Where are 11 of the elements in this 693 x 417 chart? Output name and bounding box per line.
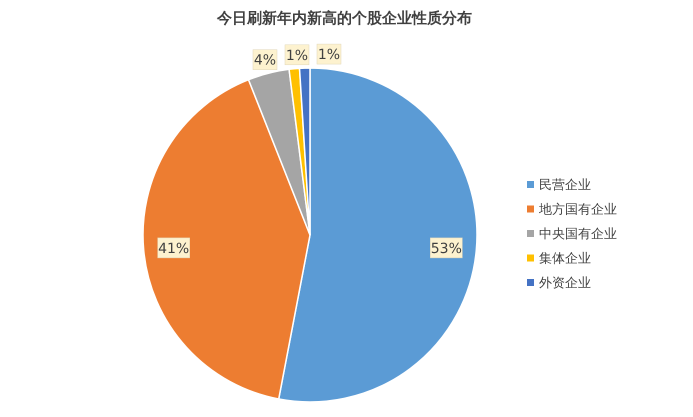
data-label: 53% (430, 240, 462, 257)
chart-title: 今日刷新年内新高的个股企业性质分布 (216, 9, 472, 27)
data-label: 1% (286, 48, 308, 64)
data-label: 1% (318, 47, 340, 64)
legend-label: 集体企业 (539, 252, 591, 266)
legend-label: 外资企业 (539, 276, 591, 291)
legend-label: 中央国有企业 (539, 227, 617, 242)
data-label: 4% (254, 52, 276, 69)
legend-label: 地方国有企业 (538, 202, 617, 218)
legend-label: 民营企业 (539, 178, 591, 193)
data-label: 41% (158, 240, 190, 257)
